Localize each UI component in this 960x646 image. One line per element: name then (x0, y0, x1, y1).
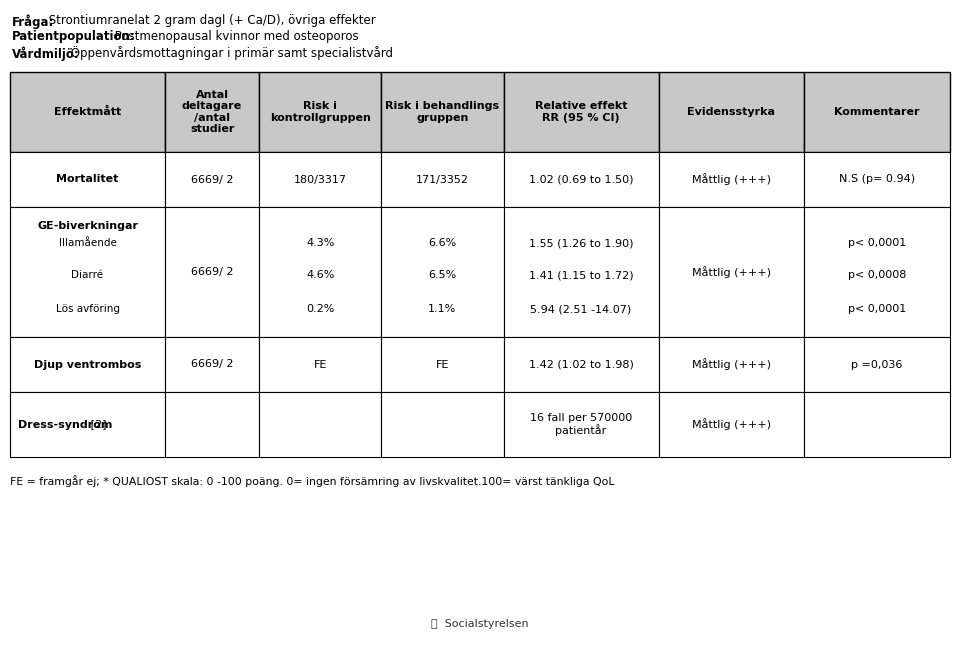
Bar (503, 337, 659, 392)
Text: Relative effekt
RR (95 % CI): Relative effekt RR (95 % CI) (535, 101, 627, 123)
Text: 🏛  Socialstyrelsen: 🏛 Socialstyrelsen (431, 619, 529, 629)
Bar (165, 207, 259, 337)
Text: 4.6%: 4.6% (306, 270, 334, 280)
Bar (165, 392, 259, 457)
Bar (10, 207, 165, 337)
Text: Evidensstyrka: Evidensstyrka (687, 107, 776, 117)
Bar (259, 337, 381, 392)
Text: p< 0,0001: p< 0,0001 (848, 238, 906, 248)
Text: 5.94 (2.51 -14.07): 5.94 (2.51 -14.07) (531, 304, 632, 314)
Text: p< 0,0001: p< 0,0001 (848, 304, 906, 314)
Text: Lös avföring: Lös avföring (56, 304, 120, 314)
Bar (381, 337, 503, 392)
Bar (10, 337, 165, 392)
Text: Risk i
kontrollgruppen: Risk i kontrollgruppen (270, 101, 371, 123)
Text: 6.6%: 6.6% (428, 238, 457, 248)
Text: 6669/ 2: 6669/ 2 (191, 174, 233, 185)
Text: 1.1%: 1.1% (428, 304, 457, 314)
Bar (503, 152, 659, 207)
Bar (381, 207, 503, 337)
Text: Risk i behandlings
gruppen: Risk i behandlings gruppen (385, 101, 499, 123)
Text: [2]: [2] (87, 419, 107, 430)
Text: Effektmått: Effektmått (54, 107, 121, 117)
Text: 0.2%: 0.2% (306, 304, 334, 314)
Text: 1.41 (1.15 to 1.72): 1.41 (1.15 to 1.72) (529, 270, 634, 280)
Text: Postmenopausal kvinnor med osteoporos: Postmenopausal kvinnor med osteoporos (111, 30, 359, 43)
Text: FE: FE (436, 360, 449, 370)
Text: Öppenvårdsmottagningar i primär samt specialistvård: Öppenvårdsmottagningar i primär samt spe… (67, 46, 393, 60)
Text: Måttlig (+++): Måttlig (+++) (692, 419, 771, 430)
Text: Strontiumranelat 2 gram dagl (+ Ca/D), övriga effekter: Strontiumranelat 2 gram dagl (+ Ca/D), ö… (45, 14, 375, 27)
Text: 6.5%: 6.5% (428, 270, 457, 280)
Text: p< 0,0008: p< 0,0008 (848, 270, 906, 280)
Bar (804, 152, 950, 207)
Bar (259, 392, 381, 457)
Text: 1.02 (0.69 to 1.50): 1.02 (0.69 to 1.50) (529, 174, 634, 185)
Bar (259, 207, 381, 337)
Bar (659, 337, 804, 392)
Bar (659, 392, 804, 457)
Text: FE: FE (314, 360, 327, 370)
Bar (804, 392, 950, 457)
Text: 1.55 (1.26 to 1.90): 1.55 (1.26 to 1.90) (529, 238, 634, 248)
Text: 6669/ 2: 6669/ 2 (191, 360, 233, 370)
Text: 4.3%: 4.3% (306, 238, 334, 248)
Bar (659, 72, 804, 152)
Text: Måttlig (+++): Måttlig (+++) (692, 359, 771, 370)
Text: Illamående: Illamående (59, 238, 116, 248)
Bar (10, 392, 165, 457)
Text: p =0,036: p =0,036 (852, 360, 902, 370)
Bar (165, 72, 259, 152)
Text: 171/3352: 171/3352 (416, 174, 468, 185)
Text: 16 fall per 570000
patientår: 16 fall per 570000 patientår (530, 413, 633, 437)
Bar (804, 72, 950, 152)
Bar (659, 207, 804, 337)
Text: 6669/ 2: 6669/ 2 (191, 267, 233, 277)
Bar (381, 152, 503, 207)
Bar (381, 392, 503, 457)
Text: Dress-syndrom: Dress-syndrom (18, 419, 112, 430)
Bar (165, 337, 259, 392)
Bar (259, 72, 381, 152)
Text: 1.42 (1.02 to 1.98): 1.42 (1.02 to 1.98) (529, 360, 634, 370)
Bar (259, 152, 381, 207)
Text: N.S (p= 0.94): N.S (p= 0.94) (839, 174, 915, 185)
Bar (503, 72, 659, 152)
Text: 180/3317: 180/3317 (294, 174, 347, 185)
Bar (503, 207, 659, 337)
Text: Mortalitet: Mortalitet (57, 174, 119, 185)
Text: Måttlig (+++): Måttlig (+++) (692, 266, 771, 278)
Bar (804, 337, 950, 392)
Bar (10, 72, 165, 152)
Bar (165, 152, 259, 207)
Bar (659, 152, 804, 207)
Text: Diarré: Diarré (71, 270, 104, 280)
Bar (804, 207, 950, 337)
Text: Patientpopulation:: Patientpopulation: (12, 30, 135, 43)
Text: Kommentarer: Kommentarer (834, 107, 920, 117)
Text: Antal
deltagare
/antal
studier: Antal deltagare /antal studier (182, 90, 242, 134)
Text: Måttlig (+++): Måttlig (+++) (692, 174, 771, 185)
Text: GE-biverkningar: GE-biverkningar (37, 221, 138, 231)
Bar (381, 72, 503, 152)
Bar (503, 392, 659, 457)
Bar (10, 152, 165, 207)
Text: FE = framgår ej; * QUALIOST skala: 0 -100 poäng. 0= ingen försämring av livskval: FE = framgår ej; * QUALIOST skala: 0 -10… (10, 475, 614, 487)
Text: Vårdmiljö:: Vårdmiljö: (12, 46, 80, 61)
Text: Fråga:: Fråga: (12, 14, 55, 28)
Text: Djup ventrombos: Djup ventrombos (34, 360, 141, 370)
